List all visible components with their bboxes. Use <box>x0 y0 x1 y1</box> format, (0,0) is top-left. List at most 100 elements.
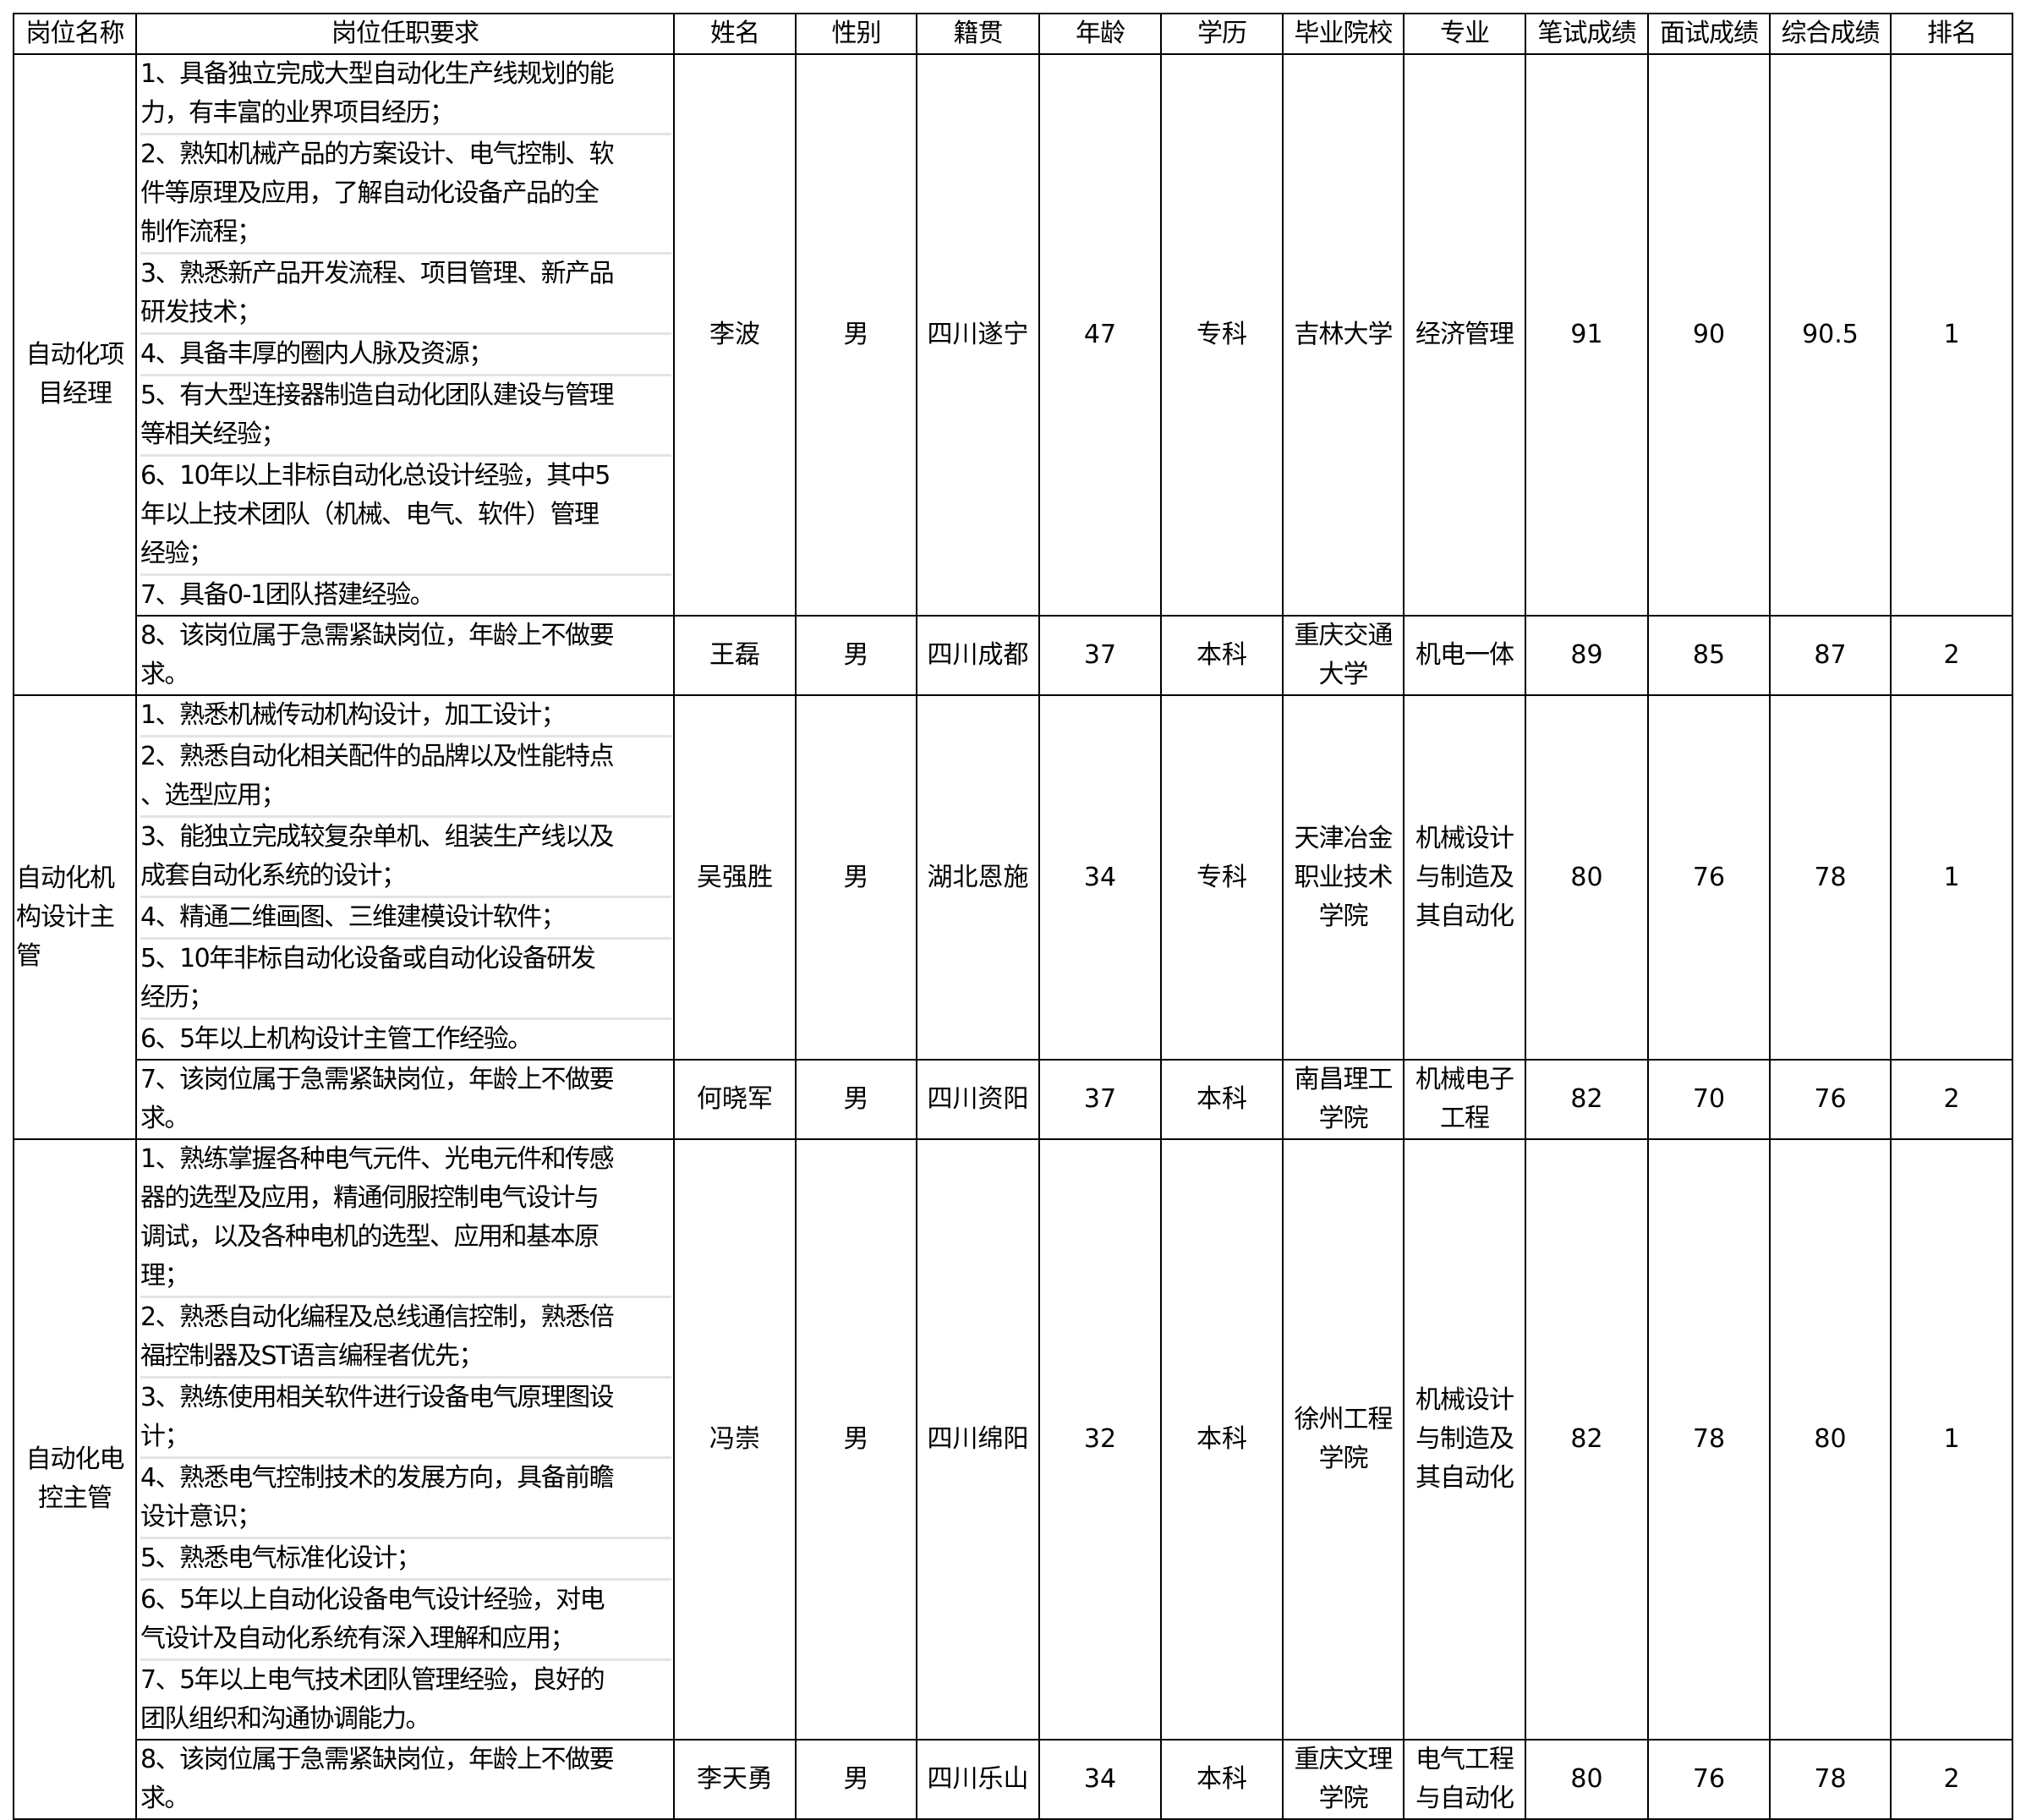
requirement-line: 4、熟悉电气控制技术的发展方向，具备前瞻 <box>140 1463 615 1493</box>
position-name-line: 自动化项 <box>25 340 125 370</box>
written-score-cell: 80 <box>1525 694 1649 1061</box>
requirement-line: 调试，以及各种电机的选型、应用和基本原 <box>140 1222 600 1252</box>
candidate-name-cell: 何晓军 <box>673 1059 797 1140</box>
requirement-item: 2、熟知机械产品的方案设计、电气控制、软 件等原理及应用，了解自动化设备产品的全制… <box>140 135 671 255</box>
school-line: 徐州工程 <box>1294 1405 1394 1434</box>
requirement-line: 8、该岗位属于急需紧缺岗位，年龄上不做要 <box>140 1745 615 1774</box>
header-total-score: 综合成绩 <box>1769 13 1892 55</box>
native-place-cell: 湖北恩施 <box>916 694 1040 1061</box>
gender-cell: 男 <box>795 53 917 617</box>
requirement-line: 福控制器及ST语言编程者优先； <box>140 1341 484 1371</box>
requirement-line: 年以上技术团队（机械、电气、软件）管理 <box>140 500 600 529</box>
requirement-line: 经历； <box>140 983 214 1012</box>
major-cell: 机械电子 工程 <box>1403 1059 1526 1140</box>
major-line: 与自动化 <box>1415 1784 1514 1813</box>
requirement-line: 件等原理及应用，了解自动化设备产品的全 <box>140 178 600 208</box>
requirement-line: 7、5年以上电气技术团队管理经验，良好的 <box>140 1665 605 1695</box>
interview-score-cell: 78 <box>1647 1138 1771 1741</box>
school-cell: 重庆文理 学院 <box>1282 1739 1405 1820</box>
candidate-name-cell: 王磊 <box>673 615 797 696</box>
requirement-item: 3、能独立完成较复杂单机、组装生产线以及 成套自动化系统的设计； <box>140 818 671 898</box>
requirement-item: 2、熟悉自动化相关配件的品牌以及性能特点 、选型应用； <box>140 737 671 818</box>
written-score-cell: 80 <box>1525 1739 1649 1820</box>
requirement-line: 制作流程； <box>140 217 262 247</box>
major-line: 与制造及 <box>1415 1424 1514 1454</box>
school-line: 职业技术 <box>1294 862 1394 892</box>
header-gender: 性别 <box>795 13 917 55</box>
header-written-score: 笔试成绩 <box>1525 13 1649 55</box>
requirement-item: 8、该岗位属于急需紧缺岗位，年龄上不做要 求。 <box>140 617 671 693</box>
requirement-line: 5、有大型连接器制造自动化团队建设与管理 <box>140 381 615 410</box>
position-name-line: 控主管 <box>38 1483 112 1513</box>
requirement-item: 6、10年以上非标自动化总设计经验，其中5 年以上技术团队（机械、电气、软件）管理… <box>140 457 671 576</box>
requirement-line: 、选型应用； <box>140 781 287 810</box>
table-row: 自动化机 构设计主管 1、熟悉机械传动机构设计，加工设计； 2、熟悉自动化相关配件的品… <box>13 694 2013 1140</box>
requirement-line: 7、该岗位属于急需紧缺岗位，年龄上不做要 <box>140 1065 615 1094</box>
gender-cell: 男 <box>795 1739 917 1820</box>
school-cell: 重庆交通 大学 <box>1282 615 1405 696</box>
education-cell: 本科 <box>1160 1138 1284 1741</box>
written-score-cell: 82 <box>1525 1059 1649 1140</box>
requirements-cell: 7、该岗位属于急需紧缺岗位，年龄上不做要 求。 <box>135 1059 675 1140</box>
major-line: 机械设计 <box>1415 1385 1514 1415</box>
major-line: 机电一体 <box>1415 640 1514 670</box>
total-score-cell: 78 <box>1769 1739 1892 1820</box>
requirement-line: 8、该岗位属于急需紧缺岗位，年龄上不做要 <box>140 621 615 650</box>
table-row: 8、该岗位属于急需紧缺岗位，年龄上不做要 求。 王磊男四川成都 37 本科 重庆交通 大学机… <box>14 615 2013 696</box>
school-line: 天津冶金 <box>1294 823 1394 853</box>
requirement-line: 1、熟练掌握各种电气元件、光电元件和传感 <box>140 1144 615 1174</box>
school-line: 学院 <box>1318 901 1369 931</box>
requirement-line: 3、熟练使用相关软件进行设备电气原理图设 <box>140 1383 615 1412</box>
requirements-cell: 1、具备独立完成大型自动化生产线规划的能 力，有丰富的业界项目经历； 2、熟知机械产… <box>135 53 675 617</box>
requirement-line: 5、10年非标自动化设备或自动化设备研发 <box>140 944 596 973</box>
school-cell: 南昌理工 学院 <box>1282 1059 1405 1140</box>
table-body: 自动化项 目经理 1、具备独立完成大型自动化生产线规划的能 力，有丰富的业界项目经历；… <box>13 53 2013 1820</box>
rank-cell: 2 <box>1890 615 2013 696</box>
header-education: 学历 <box>1160 13 1284 55</box>
major-line: 其自动化 <box>1415 1463 1514 1493</box>
native-place-cell: 四川遂宁 <box>916 53 1040 617</box>
header-requirements: 岗位任职要求 <box>135 13 675 55</box>
age-cell: 34 <box>1038 1739 1162 1820</box>
header-origin: 籍贯 <box>916 13 1040 55</box>
requirement-item: 6、5年以上机构设计主管工作经验。 <box>140 1020 671 1058</box>
requirement-line: 成套自动化系统的设计； <box>140 861 407 891</box>
total-score-cell: 80 <box>1769 1138 1892 1741</box>
school-line: 学院 <box>1318 1784 1369 1813</box>
requirements-cell: 1、熟练掌握各种电气元件、光电元件和传感 器的选型及应用，精通伺服控制电气设计与调… <box>135 1138 675 1741</box>
written-score-cell: 82 <box>1525 1138 1649 1741</box>
requirement-item: 3、熟练使用相关软件进行设备电气原理图设 计； <box>140 1379 671 1459</box>
school-line: 大学 <box>1318 660 1369 689</box>
header-interview-score: 面试成绩 <box>1647 13 1771 55</box>
table-row: 自动化项 目经理 1、具备独立完成大型自动化生产线规划的能 力，有丰富的业界项目经历；… <box>13 53 2013 696</box>
requirement-line: 求。 <box>140 1784 190 1813</box>
requirement-line: 3、能独立完成较复杂单机、组装生产线以及 <box>140 822 615 852</box>
requirements-cell: 1、熟悉机械传动机构设计，加工设计； 2、熟悉自动化相关配件的品牌以及性能特点 、选… <box>135 694 675 1061</box>
written-score-cell: 89 <box>1525 615 1649 696</box>
header-major: 专业 <box>1403 13 1526 55</box>
position-name-cell: 自动化机 构设计主管 <box>13 694 137 1140</box>
requirement-item: 7、5年以上电气技术团队管理经验，良好的 团队组织和沟通协调能力。 <box>140 1661 671 1738</box>
requirement-item: 8、该岗位属于急需紧缺岗位，年龄上不做要 求。 <box>140 1741 671 1817</box>
position-name-cell: 自动化电 控主管 <box>13 1138 137 1820</box>
requirement-line: 6、5年以上机构设计主管工作经验。 <box>140 1024 533 1054</box>
position-name-line: 自动化电 <box>25 1444 125 1474</box>
gender-cell: 男 <box>795 694 917 1061</box>
candidate-name-cell: 吴强胜 <box>673 694 797 1061</box>
candidate-name-cell: 李波 <box>673 53 797 617</box>
major-line: 与制造及 <box>1415 862 1514 892</box>
requirement-line: 3、熟悉新产品开发流程、项目管理、新产品 <box>140 259 615 288</box>
gender-cell: 男 <box>795 1059 917 1140</box>
position-name-line: 管 <box>16 940 41 971</box>
rank-cell: 1 <box>1890 1138 2013 1741</box>
requirement-line: 求。 <box>140 660 190 689</box>
requirement-line: 1、熟悉机械传动机构设计，加工设计； <box>140 700 567 730</box>
requirement-line: 器的选型及应用，精通伺服控制电气设计与 <box>140 1183 600 1213</box>
candidate-name-cell: 冯崇 <box>673 1138 797 1741</box>
interview-score-cell: 70 <box>1647 1059 1771 1140</box>
table-row: 自动化电 控主管 1、熟练掌握各种电气元件、光电元件和传感 器的选型及应用，精通伺服控… <box>13 1138 2013 1820</box>
school-line: 重庆文理 <box>1294 1745 1394 1774</box>
native-place-cell: 四川乐山 <box>916 1739 1040 1820</box>
school-line: 学院 <box>1318 1104 1369 1133</box>
age-cell: 32 <box>1038 1138 1162 1741</box>
